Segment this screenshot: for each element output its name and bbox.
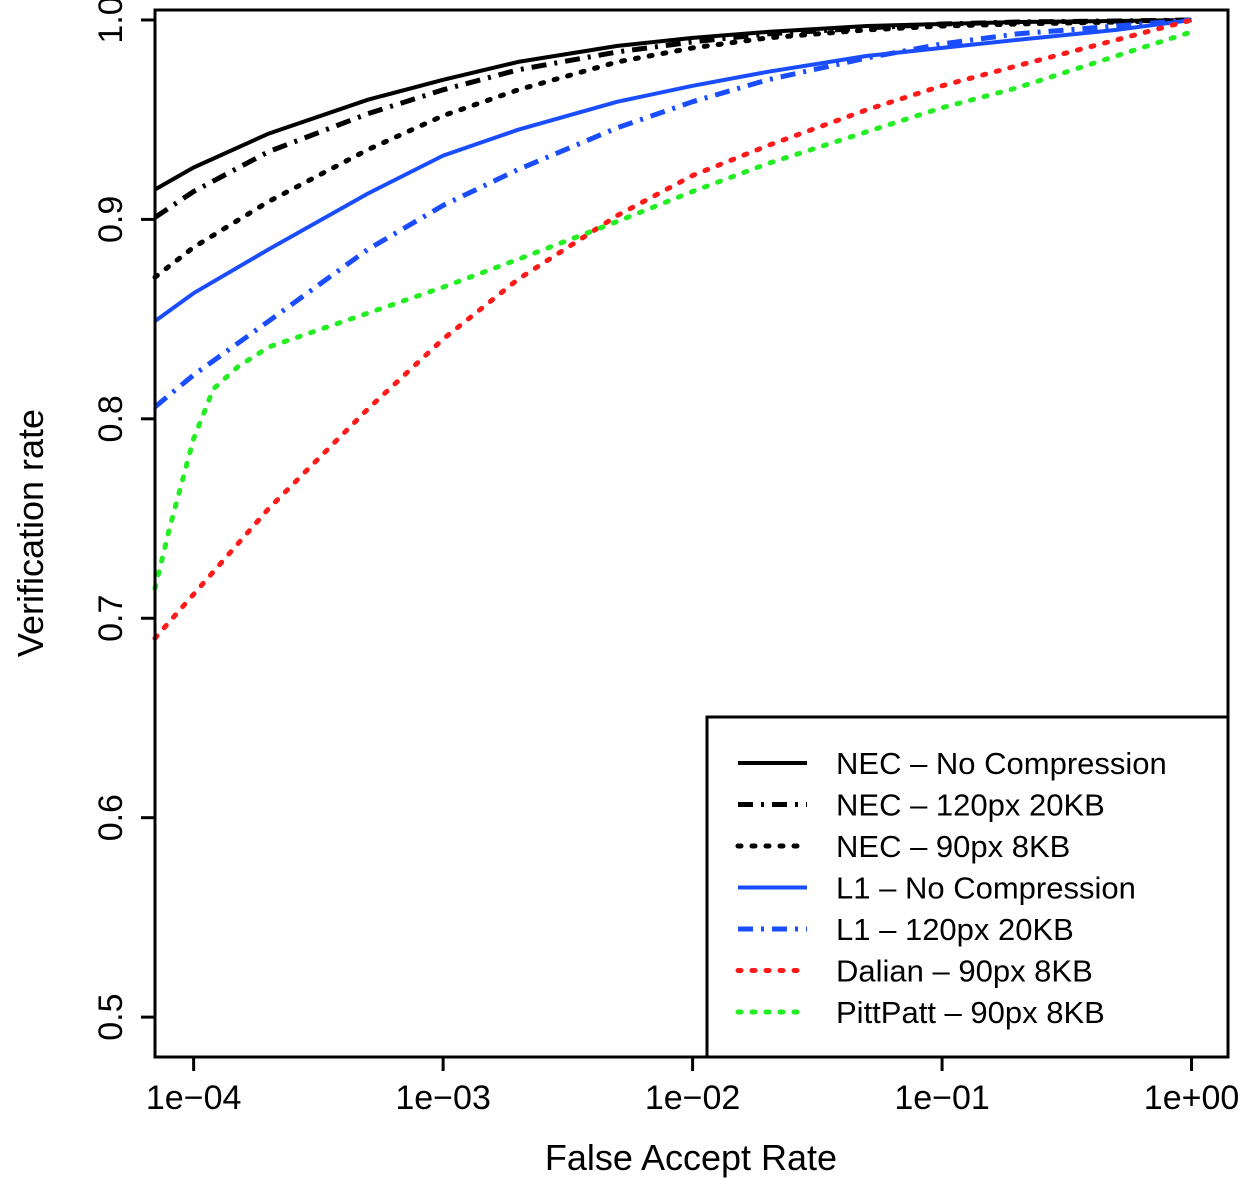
series-line-3 (152, 17, 1194, 280)
x-tick-label: 1e−02 (645, 1079, 741, 1117)
series-line-2 (153, 17, 1192, 220)
y-tick-label: 1.0 (92, 0, 130, 44)
legend: NEC – No Compression NEC – 120px 20KB NEC … (705, 715, 1230, 1059)
x-axis-title: False Accept Rate (545, 1137, 837, 1178)
y-tick-label: 0.5 (92, 993, 130, 1040)
legend-label-3: NEC – 90px 8KB (836, 829, 1070, 864)
series-line-4 (153, 18, 1192, 323)
legend-label-7: PittPatt – 90px 8KB (836, 995, 1105, 1030)
legend-label-4: L1 – No Compression (836, 871, 1136, 906)
x-tick-label: 1e−01 (894, 1079, 990, 1117)
legend-label-6: Dalian – 90px 8KB (836, 954, 1093, 989)
legend-label-2: NEC – 120px 20KB (836, 788, 1105, 823)
series-layer (152, 17, 1194, 641)
y-axis: 0.5 0.6 0.7 0.8 0.9 1.0 (92, 0, 155, 1041)
x-tick-label: 1e−04 (146, 1079, 242, 1117)
x-tick-label: 1e−03 (395, 1079, 491, 1117)
y-tick-label: 0.6 (92, 794, 130, 841)
x-tick-label: 1e+00 (1144, 1079, 1240, 1117)
series-line-5 (153, 17, 1192, 409)
y-tick-label: 0.7 (92, 595, 130, 642)
y-axis-title: Verification rate (10, 409, 51, 657)
y-tick-label: 0.9 (92, 196, 130, 243)
series-line-1 (154, 18, 1192, 192)
legend-label-1: NEC – No Compression (836, 746, 1167, 781)
series-line-6 (152, 17, 1194, 641)
y-tick-label: 0.8 (92, 395, 130, 442)
legend-label-5: L1 – 120px 20KB (836, 912, 1074, 947)
x-axis: 1e−04 1e−03 1e−02 1e−01 1e+00 (146, 1057, 1239, 1117)
